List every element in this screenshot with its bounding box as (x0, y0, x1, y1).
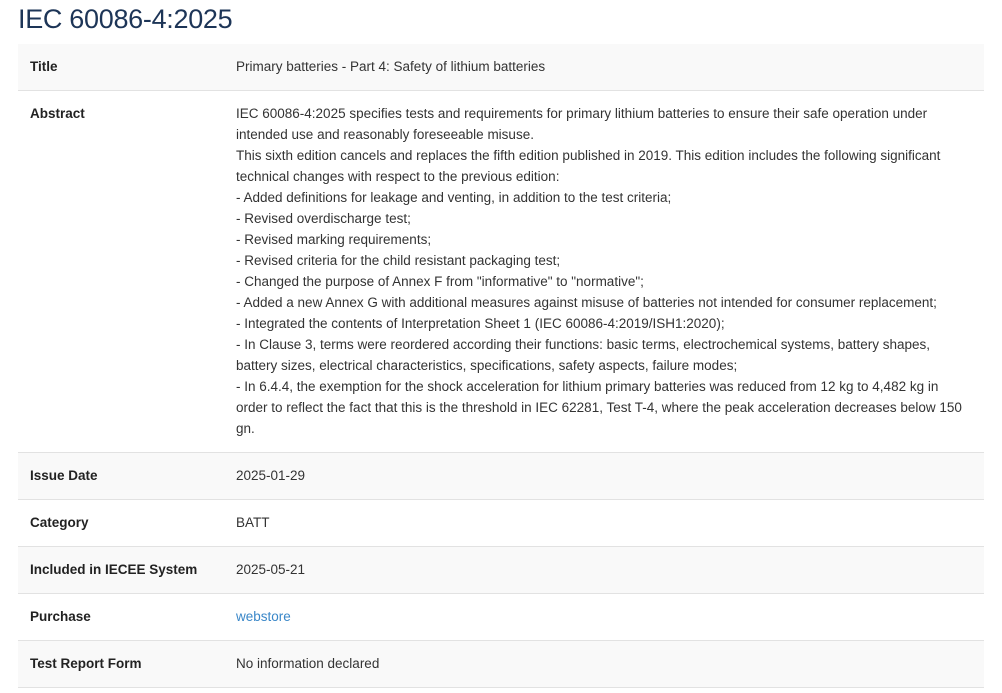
row-title: Title Primary batteries - Part 4: Safety… (18, 44, 984, 91)
value-issue-date: 2025-01-29 (224, 452, 984, 500)
value-included: 2025-05-21 (224, 546, 984, 594)
abstract-line: - Added a new Annex G with additional me… (236, 295, 937, 310)
abstract-line: - In 6.4.4, the exemption for the shock … (236, 379, 962, 436)
label-abstract: Abstract (18, 90, 224, 453)
row-abstract: Abstract IEC 60086-4:2025 specifies test… (18, 90, 984, 453)
row-purchase: Purchase webstore (18, 593, 984, 641)
abstract-line: - Revised criteria for the child resista… (236, 253, 561, 268)
row-category: Category BATT (18, 499, 984, 547)
abstract-line: - Added definitions for leakage and vent… (236, 190, 672, 205)
label-category: Category (18, 499, 224, 547)
abstract-line: - Changed the purpose of Annex F from "i… (236, 274, 644, 289)
label-included: Included in IECEE System (18, 546, 224, 594)
abstract-line: - Revised marking requirements; (236, 232, 432, 247)
label-purchase: Purchase (18, 593, 224, 641)
label-test-report-form: Test Report Form (18, 640, 224, 688)
page-title: IEC 60086-4:2025 (18, 4, 233, 34)
abstract-line: - Integrated the contents of Interpretat… (236, 316, 725, 331)
abstract-line: - Revised overdischarge test; (236, 211, 411, 226)
value-abstract: IEC 60086-4:2025 specifies tests and req… (224, 90, 984, 453)
abstract-line: IEC 60086-4:2025 specifies tests and req… (236, 106, 928, 142)
abstract-line: This sixth edition cancels and replaces … (236, 148, 941, 184)
webstore-link[interactable]: webstore (236, 609, 291, 624)
value-test-report-form: No information declared (224, 640, 984, 688)
abstract-line: - In Clause 3, terms were reordered acco… (236, 337, 931, 373)
value-category: BATT (224, 499, 984, 547)
row-issue-date: Issue Date 2025-01-29 (18, 452, 984, 500)
row-included: Included in IECEE System 2025-05-21 (18, 546, 984, 594)
label-title: Title (18, 44, 224, 91)
label-issue-date: Issue Date (18, 452, 224, 500)
row-test-report-form: Test Report Form No information declared (18, 640, 984, 688)
standard-details-table: Title Primary batteries - Part 4: Safety… (18, 44, 984, 688)
value-title: Primary batteries - Part 4: Safety of li… (224, 44, 984, 91)
